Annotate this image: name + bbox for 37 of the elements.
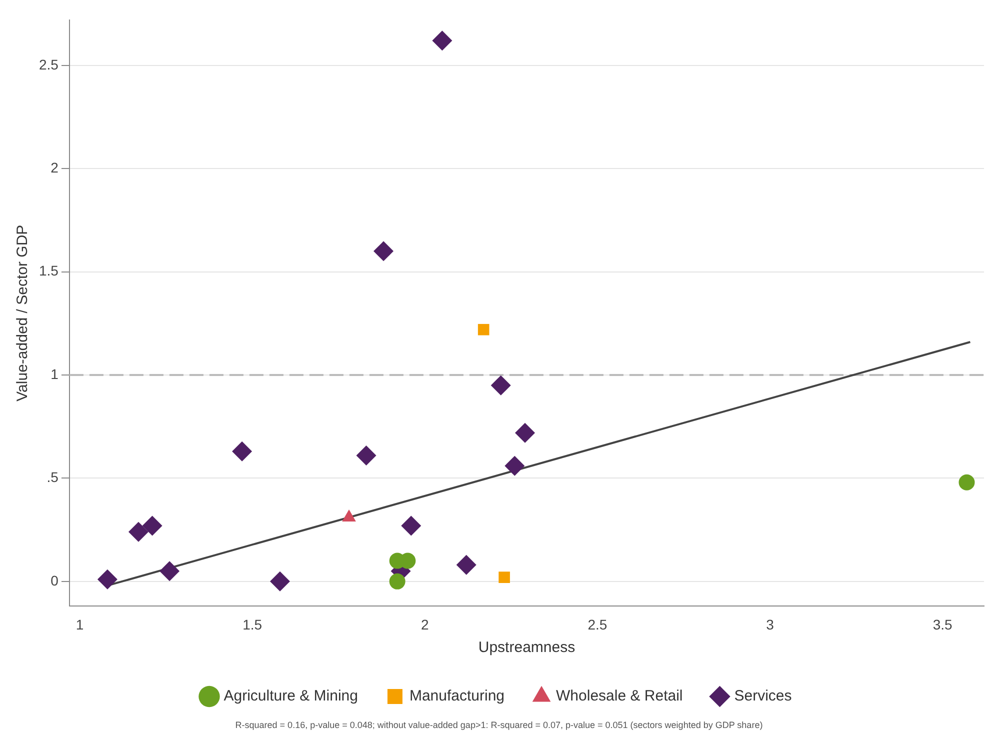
y-tick-label: 2: [50, 159, 59, 176]
point: [401, 516, 422, 536]
legend-label: Agriculture & Mining: [224, 688, 358, 705]
point: [498, 572, 510, 583]
point: [504, 456, 525, 476]
point: [374, 241, 394, 262]
y-tick-label: 1.5: [38, 262, 59, 279]
point: [142, 516, 162, 536]
x-tick-label: 3.5: [932, 616, 953, 632]
y-tick-label: 1: [50, 366, 59, 382]
point: [389, 573, 406, 590]
y-tick-label: 2.5: [38, 56, 59, 72]
legend-label: Wholesale & Retail: [556, 688, 683, 705]
legend-label: Services: [734, 688, 792, 705]
point: [160, 561, 180, 582]
legend-label: Manufacturing: [409, 688, 505, 705]
x-tick-label: 1: [76, 616, 84, 632]
point: [490, 375, 511, 396]
point: [515, 422, 536, 443]
point: [128, 522, 148, 542]
x-tick-label: 2: [421, 616, 430, 632]
point: [270, 571, 290, 592]
x-tick-label: 2.5: [588, 616, 608, 632]
y-tick-label: .5: [46, 469, 59, 486]
point: [478, 324, 490, 336]
point: [356, 446, 376, 466]
point: [97, 569, 118, 590]
point: [432, 30, 452, 51]
x-tick-label: 3: [766, 616, 774, 632]
point: [456, 554, 476, 575]
y-axis-title: Value-added / Sector GDP: [14, 224, 32, 402]
x-axis-title: Upstreamness: [478, 639, 576, 656]
x-tick-label: 1.5: [242, 616, 262, 632]
text: R-squared = 0.16, p-value = 0.048; without value-added gap>1: R-squared = 0.07, p-value = 0.051 (sectors weighted by GDP share): [234, 720, 764, 730]
point: [958, 474, 975, 490]
y-tick-label: 0: [50, 572, 59, 588]
point: [232, 441, 252, 462]
